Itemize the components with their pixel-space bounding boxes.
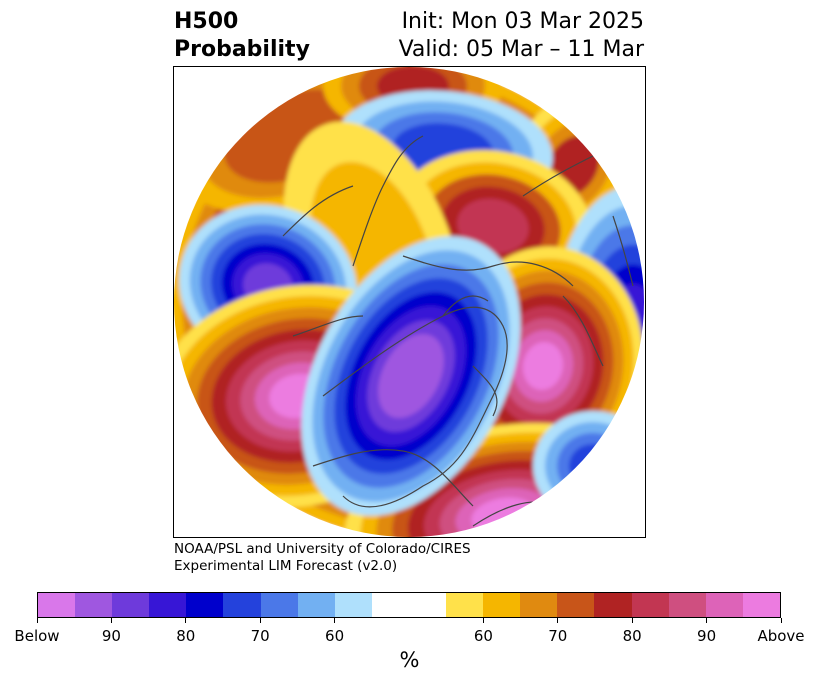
colorbar-cell xyxy=(557,593,595,617)
map-title: H500 Probability xyxy=(174,8,310,64)
colorbar-cell xyxy=(75,593,113,617)
colorbar-tick xyxy=(706,618,708,623)
coastlines xyxy=(282,135,634,527)
coastline xyxy=(442,295,489,317)
southeast-cold-tail xyxy=(557,433,629,499)
credit-text: NOAA/PSL and University of Colorado/CIRE… xyxy=(174,541,471,575)
colorbar-cell xyxy=(371,593,409,617)
coastline xyxy=(562,295,604,367)
colorbar-tick xyxy=(334,618,336,623)
colorbar-unit: % xyxy=(399,648,420,672)
colorbar-cell xyxy=(668,593,706,617)
arctic-warm-center xyxy=(457,198,529,254)
credit-line-2: Experimental LIM Forecast (v2.0) xyxy=(174,558,398,574)
colorbar-tick-label: 60 xyxy=(325,627,345,645)
coastline xyxy=(472,365,498,417)
colorbar-cell xyxy=(297,593,335,617)
north-america-cold-center xyxy=(378,334,444,418)
colorbar-cell xyxy=(223,593,261,617)
colorbar-tick-label: 60 xyxy=(473,627,493,645)
colorbar-cell xyxy=(408,593,447,617)
colorbar-tick-label: 80 xyxy=(176,627,196,645)
colorbar-tick xyxy=(36,618,38,623)
credit-line-1: NOAA/PSL and University of Colorado/CIRE… xyxy=(174,541,471,557)
coastline xyxy=(612,215,634,287)
colorbar-ticks: Below 90 80 70 60 60 70 80 90 Above xyxy=(14,618,805,648)
colorbar-cell xyxy=(631,593,669,617)
coastline xyxy=(292,315,364,337)
colorbar-tick-label: 90 xyxy=(101,627,121,645)
colorbar-tick-label: 70 xyxy=(250,627,270,645)
colorbar-cell xyxy=(186,593,224,617)
colorbar xyxy=(37,592,781,618)
southeast-cold-tail xyxy=(569,444,617,488)
colorbar-tick-label: 80 xyxy=(622,627,642,645)
coastline xyxy=(402,255,574,287)
atlantic-warm-center xyxy=(522,342,564,390)
colorbar-cell xyxy=(742,593,780,617)
coastline xyxy=(522,155,594,197)
colorbar-cell xyxy=(483,593,521,617)
forecast-field xyxy=(174,67,644,537)
colorbar-cell xyxy=(520,593,558,617)
colorbar-cell xyxy=(705,593,743,617)
colorbar-cell xyxy=(446,593,484,617)
init-date: Init: Mon 03 Mar 2025 xyxy=(401,9,644,34)
colorbar-tick-label: 90 xyxy=(697,627,717,645)
colorbar-tick xyxy=(482,618,484,623)
map-dates: Init: Mon 03 Mar 2025 Valid: 05 Mar – 11… xyxy=(330,8,644,64)
colorbar-cell xyxy=(594,593,632,617)
colorbar-cell xyxy=(38,593,76,617)
valid-range: Valid: 05 Mar – 11 Mar xyxy=(398,37,644,62)
coastline xyxy=(312,449,474,507)
colorbar-cell xyxy=(112,593,150,617)
colorbar-cell xyxy=(149,593,187,617)
colorbar-tick xyxy=(631,618,633,623)
title-quantity: Probability xyxy=(174,37,310,62)
colorbar-tick xyxy=(185,618,187,623)
colorbar-tick-label: Below xyxy=(14,627,60,645)
map-frame xyxy=(173,66,646,538)
colorbar-tick xyxy=(259,618,261,623)
coastline xyxy=(322,306,508,508)
probability-map xyxy=(173,66,646,538)
coastline xyxy=(282,185,354,237)
colorbar-cell xyxy=(334,593,372,617)
colorbar-cell xyxy=(260,593,298,617)
title-variable: H500 xyxy=(174,9,239,34)
colorbar-tick xyxy=(780,618,782,623)
colorbar-tick-label: 70 xyxy=(548,627,568,645)
colorbar-tick-label: Above xyxy=(757,627,805,645)
colorbar-tick xyxy=(557,618,559,623)
colorbar-tick xyxy=(110,618,112,623)
coastline xyxy=(352,135,424,267)
